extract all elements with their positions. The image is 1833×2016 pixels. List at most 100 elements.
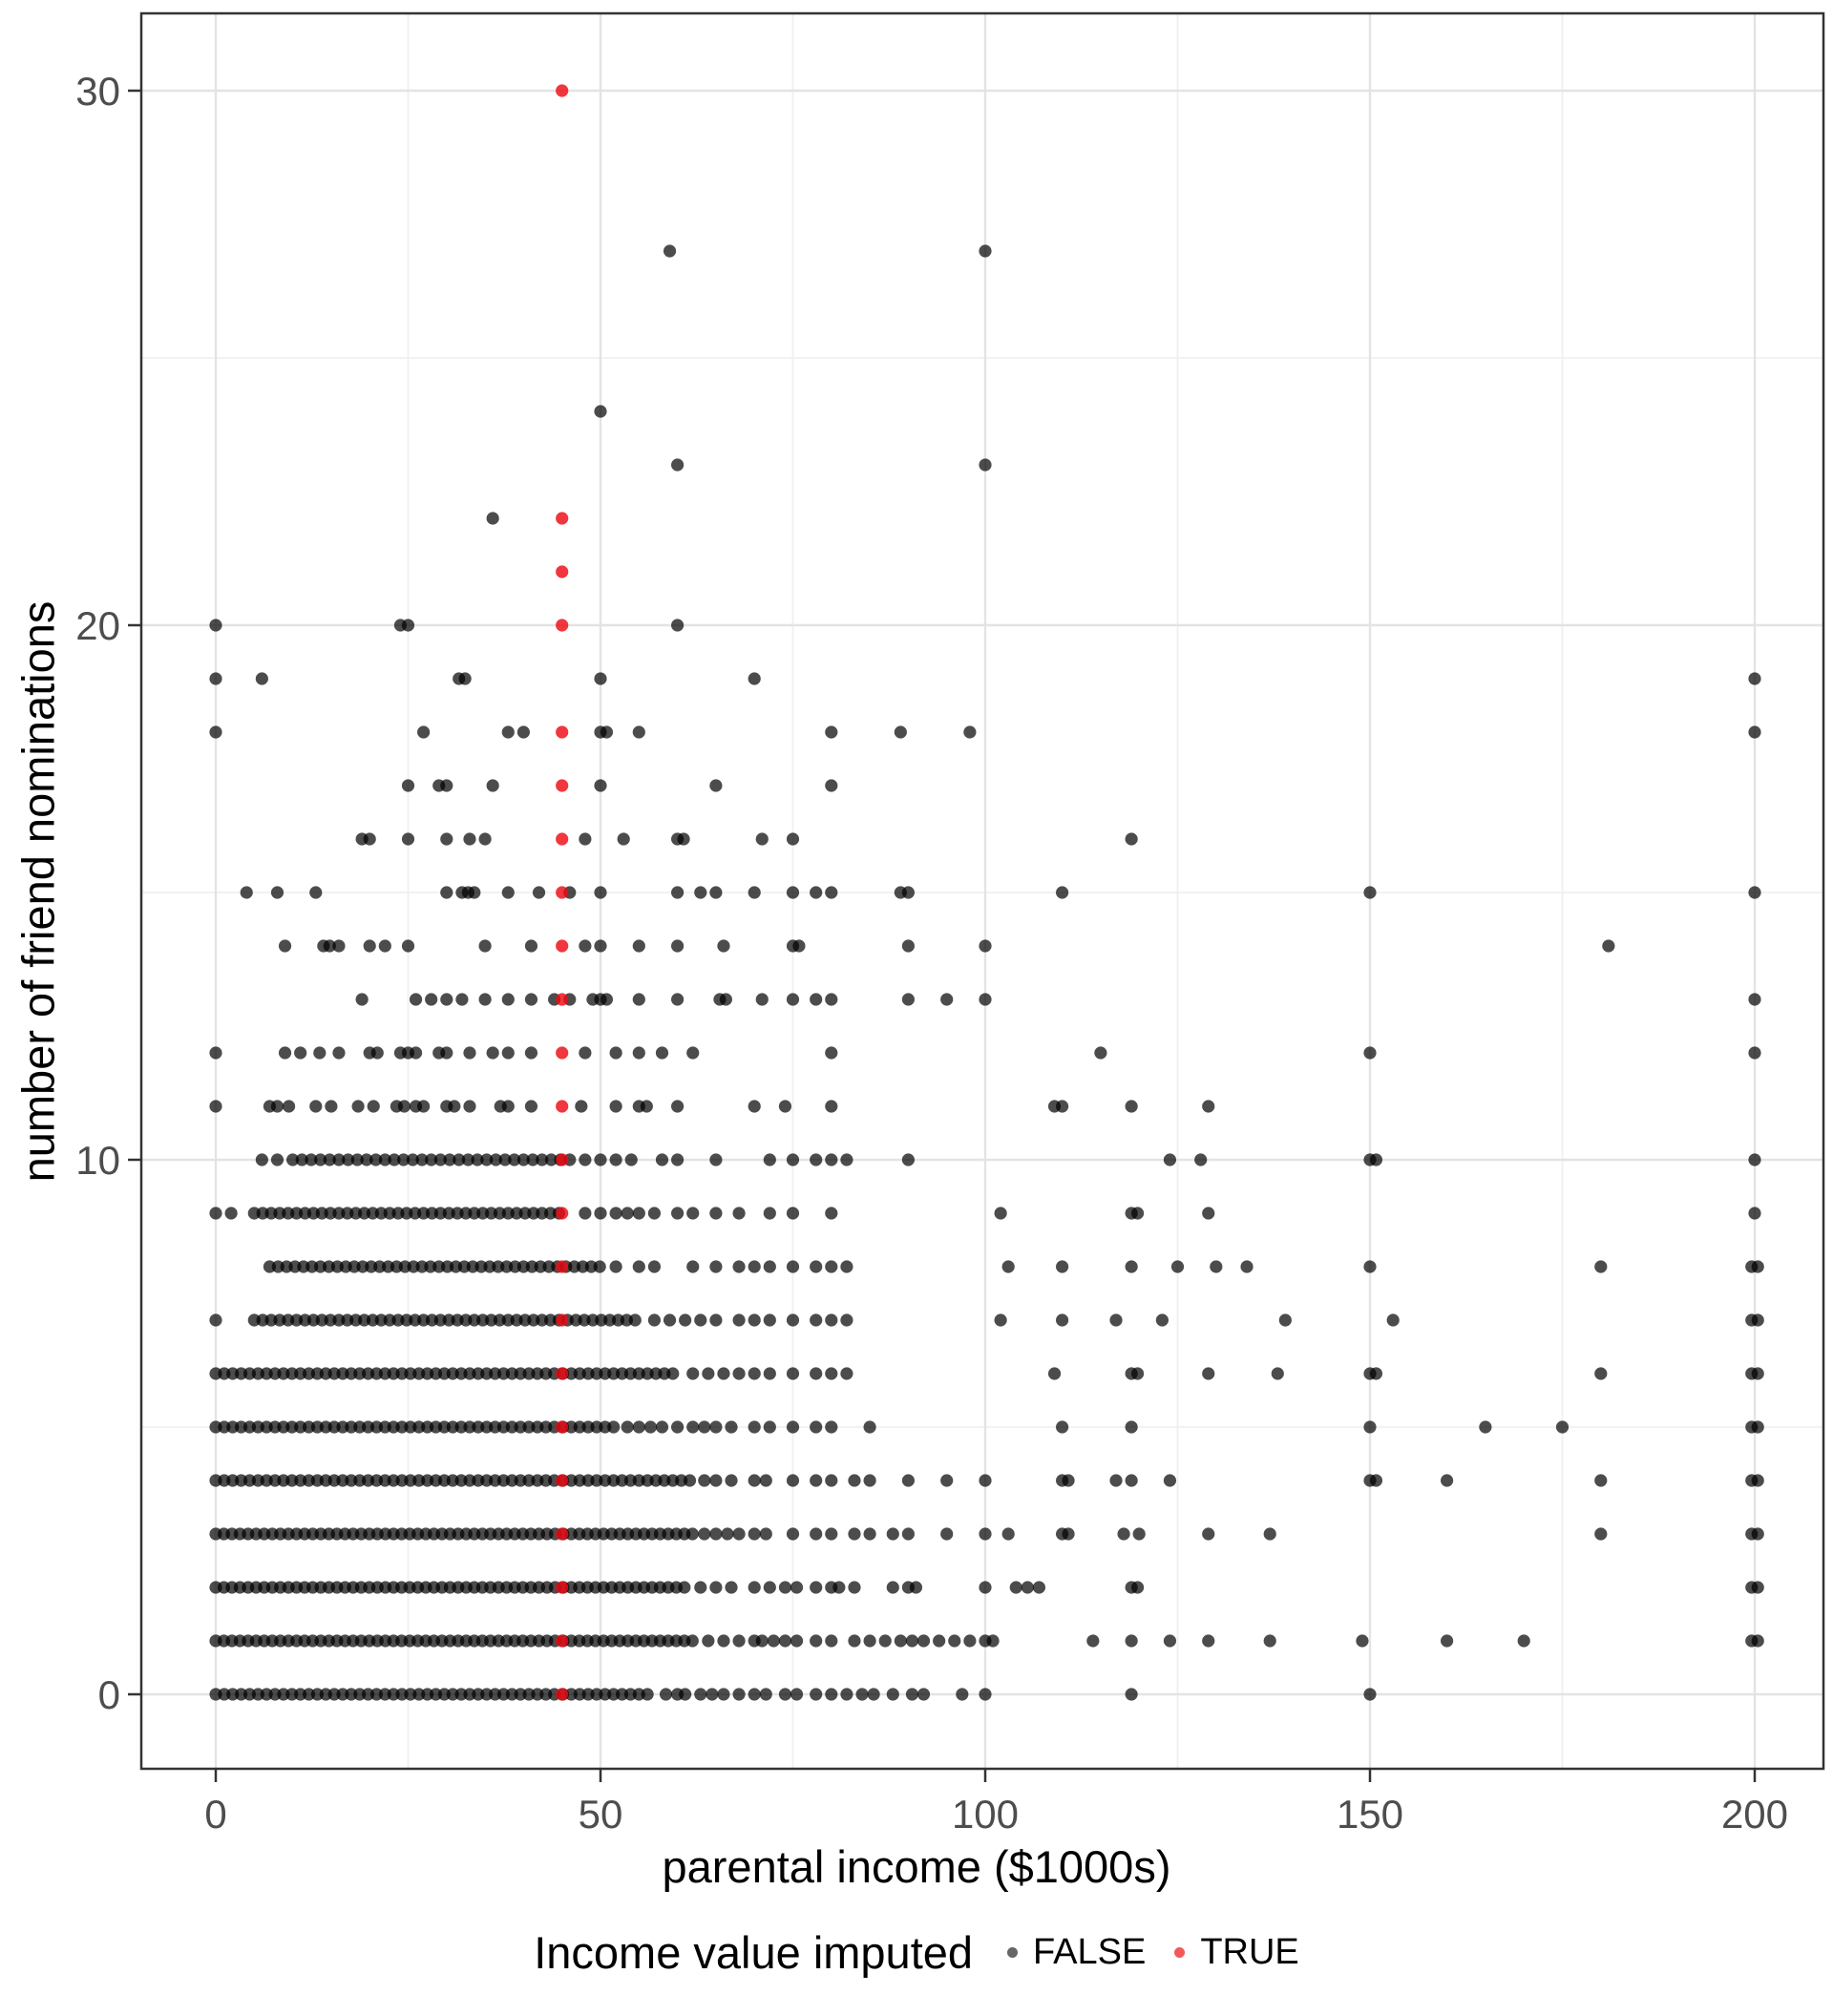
data-point-false — [1202, 1634, 1215, 1648]
data-point-false — [1001, 1260, 1015, 1273]
data-point-false — [1109, 1313, 1123, 1327]
data-point-false — [1363, 886, 1377, 899]
data-point-false — [685, 1527, 699, 1541]
data-point-false — [350, 1153, 364, 1166]
legend: Income value imputed FALSE TRUE — [0, 1926, 1833, 1979]
data-point-false — [342, 1153, 355, 1166]
data-point-false — [1056, 1313, 1069, 1327]
data-point-false — [1748, 725, 1761, 739]
data-point-false — [1555, 1420, 1570, 1434]
data-point-false — [632, 993, 645, 1006]
data-point-false — [270, 1100, 284, 1113]
data-point-false — [255, 672, 268, 685]
data-point-false — [440, 832, 453, 846]
data-point-false — [1751, 1474, 1764, 1487]
data-point-false — [810, 1260, 823, 1273]
data-point-false — [763, 1260, 776, 1273]
data-point-false — [886, 1527, 899, 1541]
data-point-false — [471, 1153, 484, 1166]
data-point-false — [575, 1100, 588, 1113]
data-point-false — [209, 1100, 222, 1113]
data-point-false — [478, 939, 492, 953]
data-point-false — [963, 1634, 977, 1648]
data-point-false — [355, 993, 369, 1006]
data-point-false — [255, 1153, 268, 1166]
data-point-false — [643, 1420, 657, 1434]
data-point-false — [810, 1688, 823, 1701]
data-point-false — [848, 1634, 861, 1648]
data-point-false — [1125, 1688, 1138, 1701]
data-point-false — [1594, 1367, 1608, 1380]
data-point-false — [748, 886, 761, 899]
data-point-false — [848, 1527, 861, 1541]
data-point-false — [647, 1313, 662, 1327]
data-point-false — [855, 1688, 869, 1701]
data-point-false — [790, 1688, 804, 1701]
data-point-false — [1356, 1634, 1369, 1648]
data-point-false — [979, 1474, 992, 1487]
data-point-false — [640, 1100, 653, 1113]
data-point-false — [732, 1367, 746, 1380]
data-point-false — [440, 1046, 453, 1060]
data-point-false — [863, 1527, 876, 1541]
data-point-false — [1056, 1420, 1069, 1434]
data-point-false — [524, 1046, 538, 1060]
data-point-false — [825, 1100, 838, 1113]
data-point-false — [671, 886, 685, 899]
data-point-false — [632, 725, 645, 739]
data-point-false — [894, 725, 907, 739]
data-point-false — [763, 1420, 776, 1434]
data-point-false — [786, 832, 800, 846]
data-point-false — [1594, 1474, 1608, 1487]
data-point-false — [810, 1634, 823, 1648]
data-point-false — [397, 1100, 411, 1113]
data-point-false — [594, 405, 607, 418]
data-point-false — [309, 1100, 323, 1113]
data-point-false — [461, 1153, 474, 1166]
data-point-false — [694, 886, 707, 899]
data-point-false — [516, 725, 531, 739]
data-point-false — [401, 779, 415, 792]
data-point-false — [1748, 1153, 1761, 1166]
data-point-false — [1125, 1260, 1138, 1273]
data-point-false — [694, 1581, 707, 1594]
data-point-false — [786, 1527, 800, 1541]
data-point-false — [524, 1100, 538, 1113]
data-point-false — [663, 1313, 677, 1327]
data-point-false — [524, 993, 538, 1006]
data-point-false — [963, 725, 977, 739]
data-point-false — [717, 1634, 730, 1648]
data-point-false — [719, 993, 732, 1006]
data-point-false — [463, 1046, 476, 1060]
data-point-false — [1132, 1527, 1146, 1541]
data-point-false — [501, 993, 515, 1006]
data-point-false — [1202, 1207, 1215, 1220]
data-point-false — [417, 1100, 431, 1113]
data-point-false — [1001, 1527, 1015, 1541]
data-point-false — [463, 832, 476, 846]
data-point-false — [632, 1046, 645, 1060]
data-point-false — [579, 832, 592, 846]
data-point-false — [367, 1100, 380, 1113]
data-point-false — [916, 1634, 931, 1648]
data-point-false — [1271, 1367, 1284, 1380]
data-point-false — [878, 1634, 892, 1648]
data-point-false — [401, 832, 415, 846]
data-point-false — [709, 1581, 723, 1594]
data-point-false — [721, 1527, 734, 1541]
data-point-false — [1056, 1260, 1069, 1273]
data-point-false — [671, 458, 685, 472]
data-point-false — [810, 1420, 823, 1434]
data-point-false — [1117, 1527, 1130, 1541]
data-point-false — [825, 993, 838, 1006]
data-point-false — [825, 1634, 838, 1648]
data-point-false — [748, 1474, 761, 1487]
data-point-false — [1047, 1367, 1062, 1380]
data-point-false — [224, 1207, 238, 1220]
data-point-false — [1748, 1207, 1761, 1220]
data-point-false — [940, 1527, 954, 1541]
data-point-false — [1130, 1207, 1145, 1220]
data-point-false — [397, 1153, 411, 1166]
data-point-false — [686, 1207, 700, 1220]
